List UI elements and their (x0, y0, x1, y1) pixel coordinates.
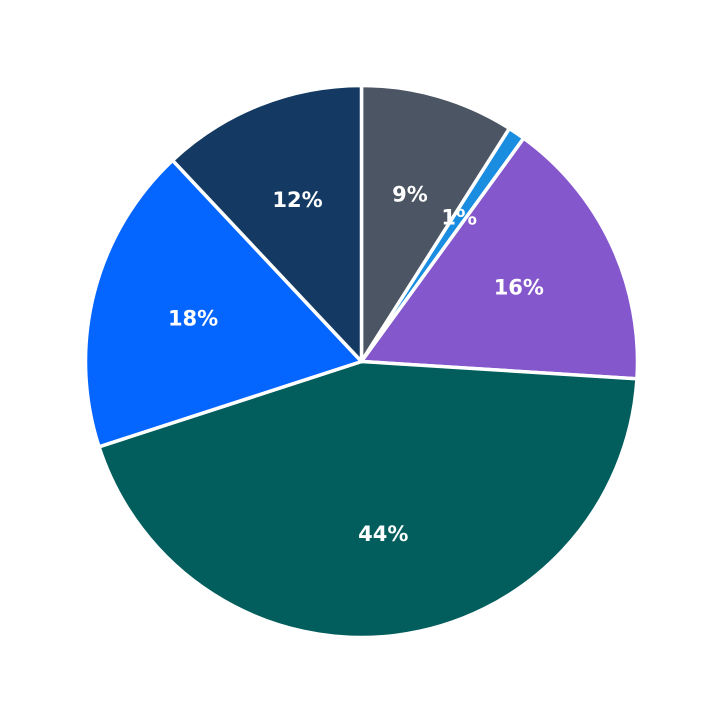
pie-labels: 9% 1% 16% 44% 18% 12% (168, 183, 544, 546)
pie-slice-6 (170, 83, 364, 364)
pie-slice-label-1: 9% (392, 183, 428, 207)
pie-slice-4 (97, 359, 639, 640)
pie-slices (83, 83, 640, 640)
pie-slice-1 (359, 83, 512, 364)
pie-slice-3 (359, 136, 640, 381)
pie-slice-label-3: 16% (494, 275, 544, 299)
pie-slice-label-6: 12% (272, 188, 322, 212)
pie-slice-label-5: 18% (168, 306, 218, 330)
pie-slice-label-4: 44% (358, 522, 408, 546)
pie-slice-label-2: 1% (441, 206, 477, 230)
pie-slice-5 (83, 158, 364, 449)
